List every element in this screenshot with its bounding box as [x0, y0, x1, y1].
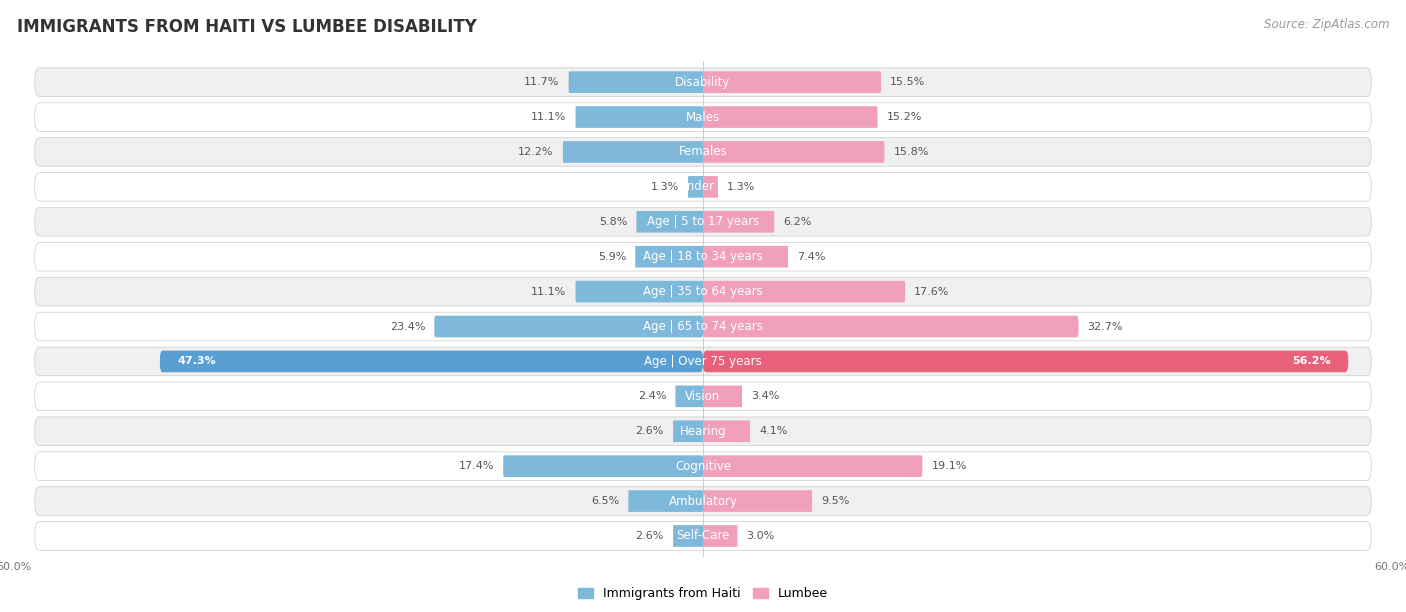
Text: 7.4%: 7.4%: [797, 252, 825, 262]
FancyBboxPatch shape: [575, 281, 703, 302]
Text: 6.2%: 6.2%: [783, 217, 811, 227]
Text: 2.4%: 2.4%: [638, 391, 666, 401]
FancyBboxPatch shape: [35, 103, 1371, 132]
FancyBboxPatch shape: [575, 106, 703, 128]
FancyBboxPatch shape: [35, 417, 1371, 446]
FancyBboxPatch shape: [703, 525, 738, 547]
Text: 5.9%: 5.9%: [598, 252, 626, 262]
FancyBboxPatch shape: [703, 141, 884, 163]
Text: 11.1%: 11.1%: [531, 286, 567, 297]
Text: Vision: Vision: [685, 390, 721, 403]
Text: Age | Over 75 years: Age | Over 75 years: [644, 355, 762, 368]
Text: Cognitive: Cognitive: [675, 460, 731, 472]
FancyBboxPatch shape: [703, 490, 813, 512]
Text: 3.0%: 3.0%: [747, 531, 775, 541]
Text: 56.2%: 56.2%: [1292, 356, 1331, 367]
Text: 17.6%: 17.6%: [914, 286, 949, 297]
Text: Age | 18 to 34 years: Age | 18 to 34 years: [643, 250, 763, 263]
Text: Age | 35 to 64 years: Age | 35 to 64 years: [643, 285, 763, 298]
Text: 9.5%: 9.5%: [821, 496, 849, 506]
FancyBboxPatch shape: [35, 277, 1371, 306]
FancyBboxPatch shape: [703, 281, 905, 302]
Text: 2.6%: 2.6%: [636, 426, 664, 436]
Text: 15.2%: 15.2%: [887, 112, 922, 122]
FancyBboxPatch shape: [35, 207, 1371, 236]
Text: 15.5%: 15.5%: [890, 77, 925, 87]
FancyBboxPatch shape: [35, 382, 1371, 411]
FancyBboxPatch shape: [562, 141, 703, 163]
FancyBboxPatch shape: [703, 420, 749, 442]
Text: Age | Under 5 years: Age | Under 5 years: [644, 181, 762, 193]
Text: Age | 65 to 74 years: Age | 65 to 74 years: [643, 320, 763, 333]
Text: 1.3%: 1.3%: [727, 182, 755, 192]
Text: Hearing: Hearing: [679, 425, 727, 438]
Text: 11.7%: 11.7%: [524, 77, 560, 87]
Text: 32.7%: 32.7%: [1088, 321, 1123, 332]
Text: Source: ZipAtlas.com: Source: ZipAtlas.com: [1264, 18, 1389, 31]
FancyBboxPatch shape: [503, 455, 703, 477]
FancyBboxPatch shape: [688, 176, 703, 198]
FancyBboxPatch shape: [434, 316, 703, 337]
FancyBboxPatch shape: [35, 487, 1371, 515]
FancyBboxPatch shape: [35, 312, 1371, 341]
Text: 19.1%: 19.1%: [932, 461, 967, 471]
Text: 1.3%: 1.3%: [651, 182, 679, 192]
FancyBboxPatch shape: [703, 455, 922, 477]
Text: 12.2%: 12.2%: [519, 147, 554, 157]
Legend: Immigrants from Haiti, Lumbee: Immigrants from Haiti, Lumbee: [572, 582, 834, 605]
FancyBboxPatch shape: [628, 490, 703, 512]
FancyBboxPatch shape: [35, 242, 1371, 271]
Text: Self-Care: Self-Care: [676, 529, 730, 542]
Text: 23.4%: 23.4%: [389, 321, 425, 332]
Text: IMMIGRANTS FROM HAITI VS LUMBEE DISABILITY: IMMIGRANTS FROM HAITI VS LUMBEE DISABILI…: [17, 18, 477, 36]
Text: 4.1%: 4.1%: [759, 426, 787, 436]
FancyBboxPatch shape: [636, 246, 703, 267]
FancyBboxPatch shape: [703, 211, 775, 233]
Text: 17.4%: 17.4%: [458, 461, 494, 471]
FancyBboxPatch shape: [703, 176, 718, 198]
Text: Disability: Disability: [675, 76, 731, 89]
Text: 15.8%: 15.8%: [894, 147, 929, 157]
FancyBboxPatch shape: [675, 386, 703, 407]
Text: Age | 5 to 17 years: Age | 5 to 17 years: [647, 215, 759, 228]
FancyBboxPatch shape: [637, 211, 703, 233]
FancyBboxPatch shape: [35, 452, 1371, 480]
Text: Ambulatory: Ambulatory: [668, 494, 738, 507]
Text: 3.4%: 3.4%: [751, 391, 779, 401]
FancyBboxPatch shape: [35, 138, 1371, 166]
Text: 6.5%: 6.5%: [591, 496, 619, 506]
FancyBboxPatch shape: [703, 246, 787, 267]
FancyBboxPatch shape: [35, 521, 1371, 550]
FancyBboxPatch shape: [35, 68, 1371, 97]
FancyBboxPatch shape: [703, 72, 882, 93]
FancyBboxPatch shape: [703, 106, 877, 128]
Text: 11.1%: 11.1%: [531, 112, 567, 122]
FancyBboxPatch shape: [703, 351, 1348, 372]
FancyBboxPatch shape: [673, 420, 703, 442]
FancyBboxPatch shape: [673, 525, 703, 547]
Text: Males: Males: [686, 111, 720, 124]
FancyBboxPatch shape: [160, 351, 703, 372]
FancyBboxPatch shape: [703, 386, 742, 407]
FancyBboxPatch shape: [568, 72, 703, 93]
Text: 5.8%: 5.8%: [599, 217, 627, 227]
FancyBboxPatch shape: [35, 347, 1371, 376]
FancyBboxPatch shape: [703, 316, 1078, 337]
Text: 2.6%: 2.6%: [636, 531, 664, 541]
FancyBboxPatch shape: [35, 173, 1371, 201]
Text: Females: Females: [679, 146, 727, 159]
Text: 47.3%: 47.3%: [177, 356, 215, 367]
